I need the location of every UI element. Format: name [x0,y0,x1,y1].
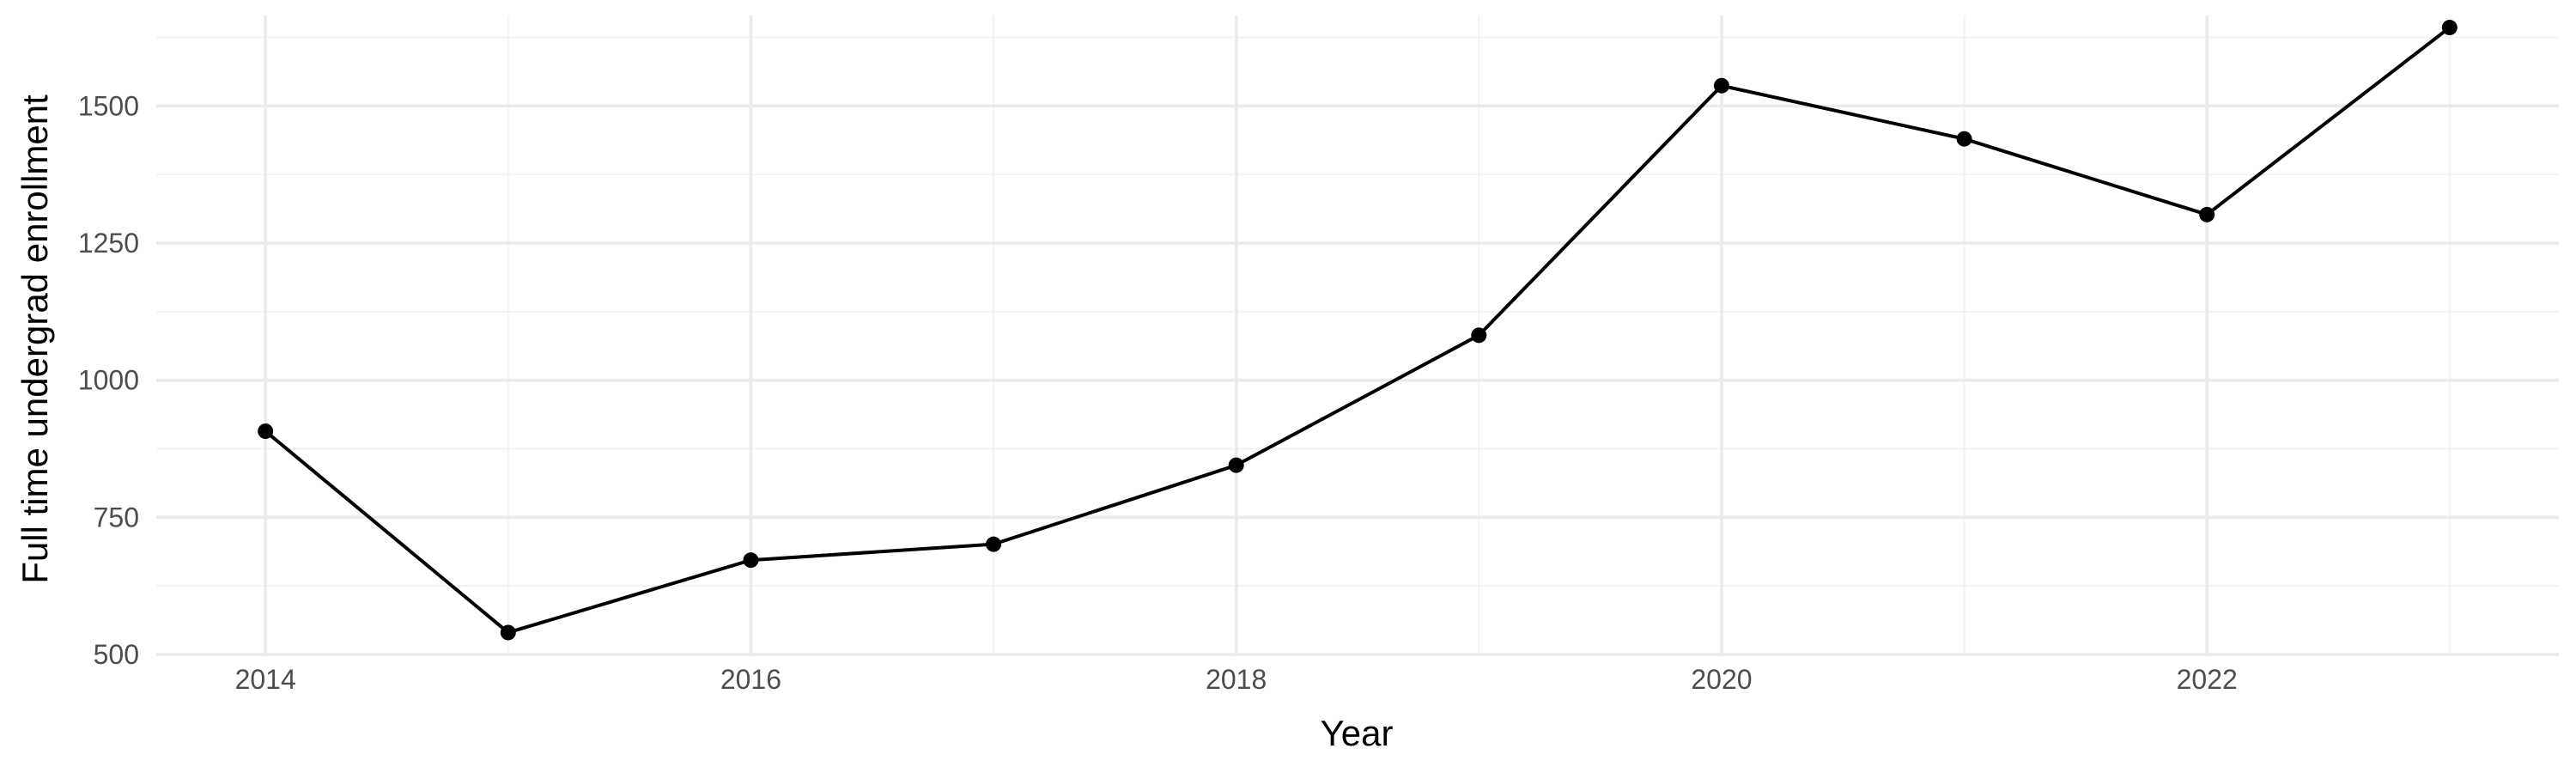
grid [156,15,2559,656]
series-line-layer [264,26,2451,635]
data-points [258,20,2458,641]
y-axis-title: Full time undergrad enrollment [15,94,55,584]
data-point [500,624,516,641]
data-point [2441,20,2458,36]
y-tick-label: 500 [94,639,139,670]
data-point [258,423,274,440]
data-point [986,536,1002,552]
data-point [1228,457,1244,473]
data-point [1471,327,1487,344]
x-axis-title: Year [1321,713,1394,753]
y-axis-ticks: 500 750 1000 1250 1500 [78,90,139,670]
x-tick-label: 2014 [235,664,296,695]
x-axis-ticks: 2014 2016 2018 2020 2022 [235,664,2238,695]
y-tick-label: 750 [94,502,139,533]
x-tick-label: 2018 [1206,664,1267,695]
series-line [264,26,2451,635]
x-tick-label: 2016 [720,664,781,695]
data-point [1956,131,1972,147]
x-tick-label: 2020 [1691,664,1752,695]
data-point [743,552,759,569]
y-tick-label: 1000 [78,365,139,396]
x-tick-label: 2022 [2177,664,2238,695]
data-point [2199,206,2215,222]
y-tick-label: 1250 [78,228,139,259]
y-tick-label: 1500 [78,90,139,121]
data-point [1713,77,1729,94]
